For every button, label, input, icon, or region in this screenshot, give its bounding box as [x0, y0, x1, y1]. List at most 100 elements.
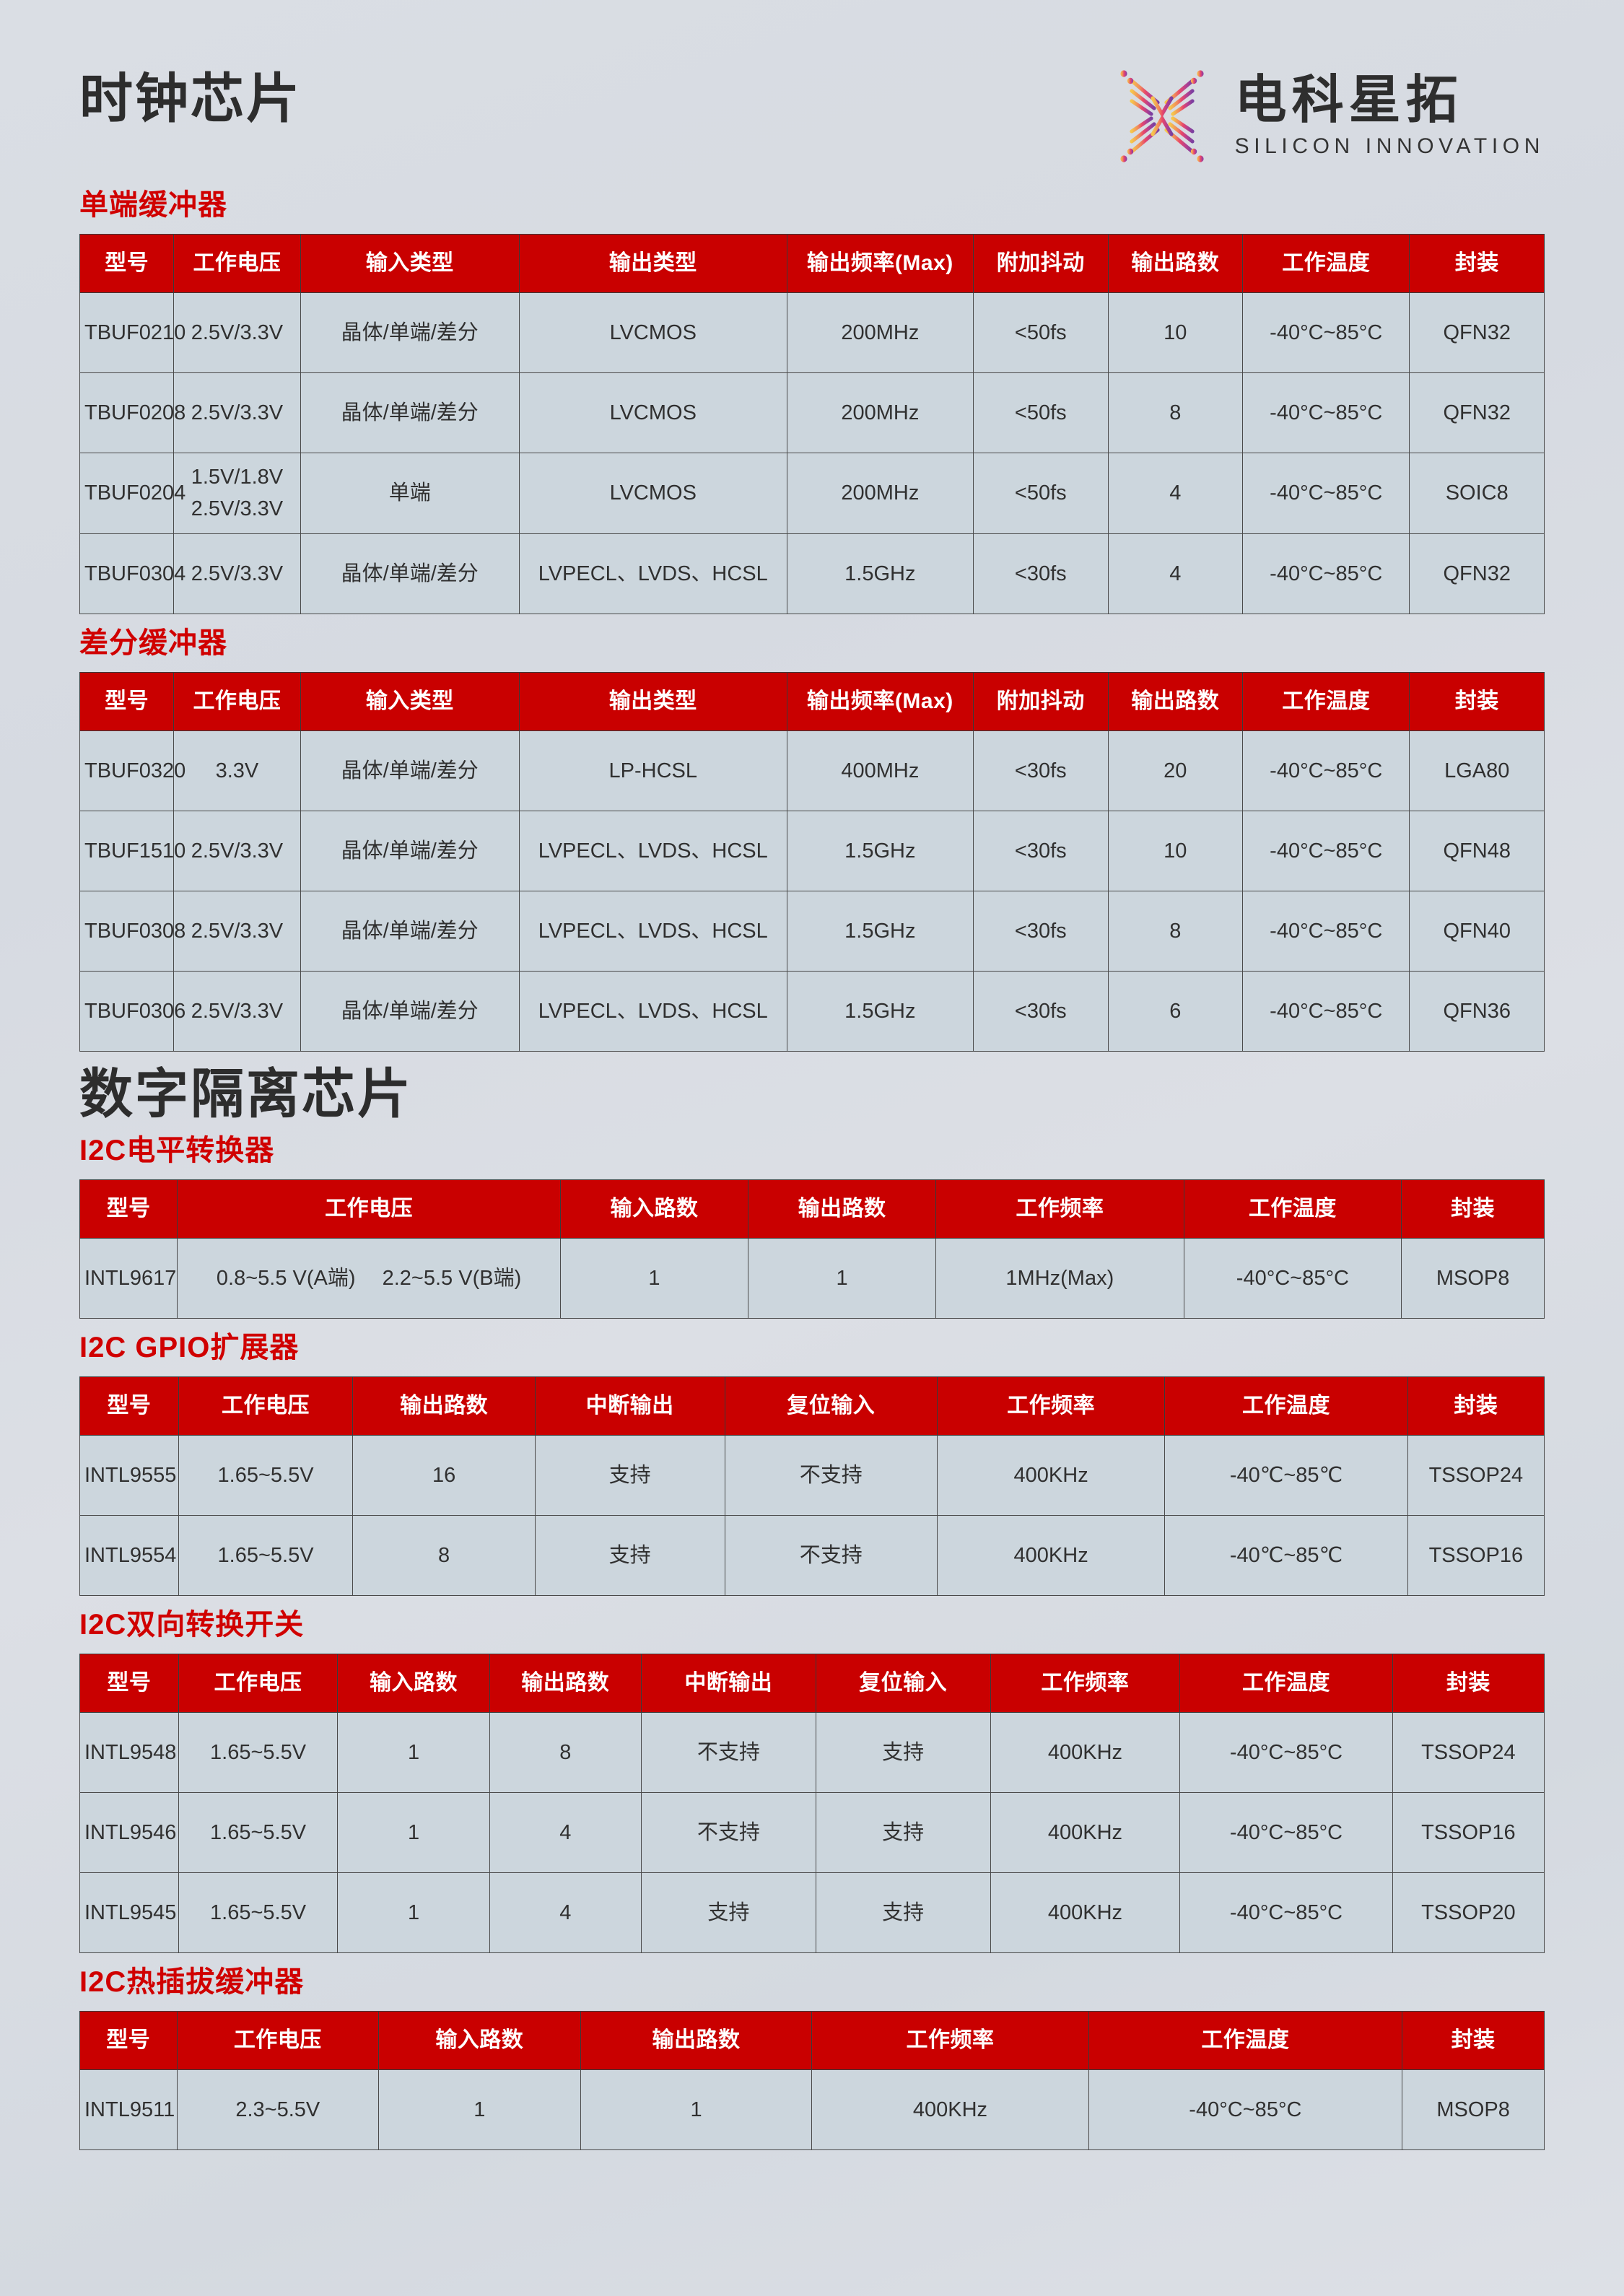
- table-cell: LVPECL、LVDS、HCSL: [518, 533, 787, 614]
- table-cell: 晶体/单端/差分: [300, 730, 520, 811]
- table-cell: -40°C~85°C: [1242, 453, 1410, 534]
- column-header: 复位输入: [724, 1376, 938, 1436]
- table-cell: 10: [1107, 292, 1244, 373]
- table-cell: LVCMOS: [518, 372, 787, 453]
- table-cell: 1.5GHz: [786, 533, 974, 614]
- part-number-cell: INTL9545: [79, 1872, 179, 1954]
- table-cell: 1: [378, 2069, 581, 2151]
- table-cell: 2.5V/3.3V: [173, 292, 301, 373]
- table-cell: QFN48: [1409, 811, 1545, 891]
- table-cell: 200MHz: [786, 453, 974, 534]
- column-header: 工作频率: [935, 1179, 1184, 1239]
- spec-table-differential-buffer: 型号 工作电压 输入类型 输出类型 输出频率(Max) 附加抖动 输出路数 工作温度 封装 TBU…: [79, 672, 1545, 1052]
- table-cell: 1.65~5.5V: [178, 1712, 339, 1794]
- table-cell: QFN32: [1409, 533, 1545, 614]
- subsection-title-single-ended-buffer: 单端缓冲器: [79, 189, 227, 221]
- table-header-row: 型号 工作电压 输入类型 输出类型 输出频率(Max) 附加抖动 输出路数 工作温度 封装: [79, 672, 1545, 731]
- spec-table-i2c-gpio-expander: 型号 工作电压 输出路数 中断输出 复位输入 工作频率 工作温度 封装 INTL9555 1.65…: [79, 1376, 1545, 1597]
- company-logo: 电科星拓 SILICON INNOVATION: [1108, 62, 1545, 170]
- subsection-title-i2c-hot-swap-buffer: I2C热插拔缓冲器: [79, 1966, 305, 1999]
- column-header: 工作电压: [173, 672, 301, 731]
- part-number-cell: INTL9546: [79, 1792, 179, 1874]
- column-header: 输入类型: [300, 672, 520, 731]
- table-cell: LVPECL、LVDS、HCSL: [518, 891, 787, 972]
- column-header: 型号: [79, 1179, 178, 1239]
- part-number-cell: INTL9511: [79, 2069, 178, 2151]
- table-row: INTL9548 1.65~5.5V 1 8 不支持 支持 400KHz -40°C~85°C…: [79, 1712, 1545, 1794]
- table-cell: 支持: [815, 1792, 991, 1874]
- table-cell: -40°C~85°C: [1242, 533, 1410, 614]
- column-header: 工作电压: [177, 1179, 561, 1239]
- table-cell: <30fs: [973, 533, 1109, 614]
- table-cell: 10: [1107, 811, 1244, 891]
- column-header: 型号: [79, 2011, 178, 2071]
- column-header: 工作频率: [811, 2011, 1089, 2071]
- page-header: 时钟芯片: [79, 69, 1545, 178]
- table-cell: QFN40: [1409, 891, 1545, 972]
- table-cell: 晶体/单端/差分: [300, 292, 520, 373]
- column-header: 封装: [1401, 1179, 1545, 1239]
- table-row: TBUF0308 2.5V/3.3V 晶体/单端/差分 LVPECL、LVDS、HCS…: [79, 891, 1545, 972]
- table-cell: -40°C~85°C: [1242, 811, 1410, 891]
- table-cell: <30fs: [973, 971, 1109, 1052]
- table-row: TBUF0304 2.5V/3.3V 晶体/单端/差分 LVPECL、LVDS、HCS…: [79, 533, 1545, 614]
- table-row: TBUF0306 2.5V/3.3V 晶体/单端/差分 LVPECL、LVDS、HCS…: [79, 971, 1545, 1052]
- table-cell: 晶体/单端/差分: [300, 372, 520, 453]
- table-cell: QFN32: [1409, 372, 1545, 453]
- column-header: 复位输入: [815, 1654, 991, 1714]
- table-cell: TSSOP20: [1392, 1872, 1545, 1954]
- spec-table-single-ended-buffer: 型号 工作电压 输入类型 输出类型 输出频率(Max) 附加抖动 输出路数 工作温度 封装 TBU…: [79, 234, 1545, 614]
- table-cell: 400KHz: [990, 1792, 1181, 1874]
- logo-english-tagline: SILICON INNOVATION: [1234, 134, 1545, 158]
- table-cell: LVPECL、LVDS、HCSL: [518, 971, 787, 1052]
- table-cell: 不支持: [724, 1435, 938, 1516]
- table-cell: 400KHz: [990, 1872, 1181, 1954]
- table-cell: -40°C~85°C: [1183, 1238, 1402, 1319]
- table-cell: 晶体/单端/差分: [300, 811, 520, 891]
- table-header-row: 型号 工作电压 输入类型 输出类型 输出频率(Max) 附加抖动 输出路数 工作温度 封装: [79, 234, 1545, 293]
- table-cell: 400KHz: [936, 1435, 1166, 1516]
- table-cell: 支持: [534, 1435, 725, 1516]
- column-header: 中断输出: [640, 1654, 816, 1714]
- silicon-innovation-x-mark-icon: [1119, 70, 1204, 162]
- table-row: INTL9555 1.65~5.5V 16 支持 不支持 400KHz -40℃~85℃ TS…: [79, 1435, 1545, 1516]
- spec-table-i2c-bidirectional-switch: 型号 工作电压 输入路数 输出路数 中断输出 复位输入 工作频率 工作温度 封装 INTL9548…: [79, 1654, 1545, 1954]
- column-header: 工作频率: [936, 1376, 1166, 1436]
- section-title-digital-isolation-chips: 数字隔离芯片: [79, 1064, 413, 1124]
- table-cell: 晶体/单端/差分: [300, 971, 520, 1052]
- table-cell: 4: [1107, 453, 1244, 534]
- column-header: 型号: [79, 234, 175, 293]
- subsection-title-i2c-gpio-expander: I2C GPIO扩展器: [79, 1332, 300, 1364]
- logo-wordmark: 电科星拓 SILICON INNOVATION: [1235, 74, 1545, 159]
- table-row: INTL9554 1.65~5.5V 8 支持 不支持 400KHz -40℃~85℃ TSS…: [79, 1515, 1545, 1597]
- subsection-title-i2c-bidirectional-switch: I2C双向转换开关: [79, 1609, 305, 1641]
- part-number-cell: INTL9548: [79, 1712, 179, 1794]
- column-header: 输入类型: [300, 234, 520, 293]
- table-row: INTL9545 1.65~5.5V 1 4 支持 支持 400KHz -40°C~85°C T…: [79, 1872, 1545, 1954]
- table-cell: 晶体/单端/差分: [300, 891, 520, 972]
- table-cell: SOIC8: [1409, 453, 1545, 534]
- column-header: 工作电压: [176, 2011, 380, 2071]
- table-cell: 6: [1107, 971, 1244, 1052]
- table-cell: 4: [1107, 533, 1244, 614]
- table-cell: QFN36: [1409, 971, 1545, 1052]
- table-cell: 2.5V/3.3V: [173, 811, 301, 891]
- part-number-cell: TBUF0304: [79, 533, 185, 614]
- table-cell: -40℃~85℃: [1164, 1515, 1408, 1597]
- table-cell: -40°C~85°C: [1242, 372, 1410, 453]
- table-cell: 1MHz(Max): [935, 1238, 1184, 1319]
- column-header: 输出类型: [518, 234, 787, 293]
- table-cell: TSSOP16: [1392, 1792, 1545, 1874]
- column-header: 输入路数: [337, 1654, 490, 1714]
- column-header: 工作电压: [178, 1654, 339, 1714]
- part-number-cell: TBUF0208: [79, 372, 185, 453]
- part-number-cell: TBUF0306: [79, 971, 185, 1052]
- table-cell: 400MHz: [786, 730, 974, 811]
- table-cell: 8: [1107, 372, 1244, 453]
- table-cell: 1.65~5.5V: [178, 1515, 354, 1597]
- column-header: 输入路数: [378, 2011, 581, 2071]
- table-cell: LVCMOS: [518, 292, 787, 373]
- column-header: 输出路数: [489, 1654, 642, 1714]
- table-cell: -40°C~85°C: [1242, 730, 1410, 811]
- table-cell: 1.5GHz: [786, 891, 974, 972]
